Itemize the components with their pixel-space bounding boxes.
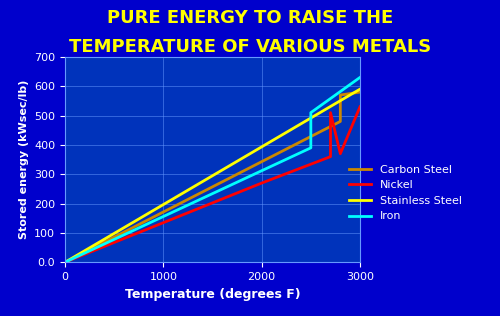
Carbon Steel	[357, 90, 363, 94]
Nickel	[328, 155, 334, 159]
X-axis label: Temperature (degrees F): Temperature (degrees F)	[124, 288, 300, 301]
Carbon Steel	[62, 260, 68, 264]
Nickel	[357, 105, 363, 109]
Y-axis label: Stored energy (kWsec/lb): Stored energy (kWsec/lb)	[18, 80, 28, 239]
Iron	[308, 146, 314, 150]
Nickel	[62, 260, 68, 264]
Line: Nickel: Nickel	[65, 107, 360, 262]
Legend: Carbon Steel, Nickel, Stainless Steel, Iron: Carbon Steel, Nickel, Stainless Steel, I…	[344, 160, 467, 226]
Line: Carbon Steel: Carbon Steel	[65, 92, 360, 262]
Line: Iron: Iron	[65, 77, 360, 262]
Iron	[357, 76, 363, 79]
Nickel	[338, 152, 344, 155]
Text: PURE ENERGY TO RAISE THE: PURE ENERGY TO RAISE THE	[107, 9, 393, 27]
Carbon Steel	[338, 93, 344, 97]
Nickel	[328, 111, 334, 114]
Text: TEMPERATURE OF VARIOUS METALS: TEMPERATURE OF VARIOUS METALS	[69, 38, 431, 56]
Iron	[308, 111, 314, 114]
Nickel	[258, 181, 264, 185]
Iron	[62, 260, 68, 264]
Carbon Steel	[338, 119, 344, 123]
